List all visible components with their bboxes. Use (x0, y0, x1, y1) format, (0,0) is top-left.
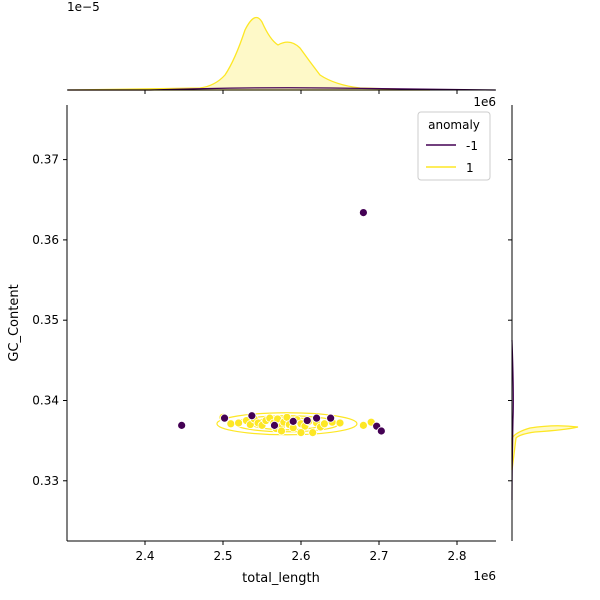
scatter-point-anomaly-1 (296, 428, 306, 438)
y-tick-label: 0.34 (32, 393, 59, 407)
x-tick-label: 2.6 (291, 549, 310, 563)
x-tick-label: 2.7 (369, 549, 388, 563)
scatter-point-anomaly-1 (277, 426, 286, 436)
scatter-point-anomaly-neg1 (247, 411, 257, 421)
y-offset-label: 1e6 (473, 95, 496, 109)
scatter-point-anomaly-neg1 (376, 426, 386, 436)
scatter-point-anomaly-neg1 (302, 416, 312, 425)
legend-box (417, 111, 491, 181)
x-offset-label: 1e6 (473, 569, 496, 583)
scatter-point-anomaly-neg1 (326, 413, 336, 423)
main-axes: 2.4 2.5 2.6 2.7 2.8 0.33 0.34 0.35 0.36 0.37 tot… (7, 95, 496, 586)
scatter-point-anomaly-1 (335, 418, 345, 428)
scatter-point-anomaly-1 (226, 419, 236, 429)
scatter-points (177, 208, 386, 438)
x-tick-label: 2.8 (447, 549, 466, 563)
right-marginal-kde-anomaly-1 (511, 425, 579, 471)
scatter-point-anomaly-neg1 (312, 413, 322, 423)
top-marginal-kde-anomaly-neg1 (68, 87, 496, 91)
x-tick-label: 2.4 (135, 549, 154, 563)
legend-title: anomaly (428, 118, 480, 132)
right-marginal (508, 105, 579, 541)
y-tick-label: 0.36 (32, 233, 59, 247)
y-tick-label: 0.37 (32, 153, 59, 167)
x-axis-label: total_length (242, 571, 320, 586)
y-tick-label: 0.35 (32, 313, 59, 327)
scatter-point-anomaly-neg1 (270, 420, 279, 430)
scatter-point-anomaly-1 (358, 420, 368, 430)
legend-label-neg1: -1 (466, 139, 478, 153)
top-marginal: 1e−5 (67, 0, 496, 94)
legend: anomaly -1 1 (417, 111, 491, 181)
scatter-point-anomaly-neg1 (220, 413, 229, 423)
scatter-point-anomaly-neg1 (358, 208, 368, 217)
legend-label-1: 1 (466, 161, 474, 175)
x-tick-label: 2.5 (213, 549, 232, 563)
scatter-point-anomaly-neg1 (288, 416, 298, 426)
top-marginal-kde-anomaly-1 (67, 16, 431, 91)
y-tick-label: 0.33 (32, 474, 59, 488)
scatter-point-anomaly-1 (319, 419, 329, 429)
top-marginal-offset-label: 1e−5 (67, 0, 100, 14)
kde-contour (216, 412, 358, 436)
scatter-point-anomaly-1 (234, 418, 244, 428)
scatter-point-anomaly-1 (308, 428, 318, 438)
scatter-point-anomaly-neg1 (177, 420, 187, 430)
x-ticks: 2.4 2.5 2.6 2.7 2.8 (135, 541, 467, 563)
y-ticks: 0.33 0.34 0.35 0.36 0.37 (32, 153, 67, 488)
y-axis-label: GC_Content (7, 284, 22, 361)
